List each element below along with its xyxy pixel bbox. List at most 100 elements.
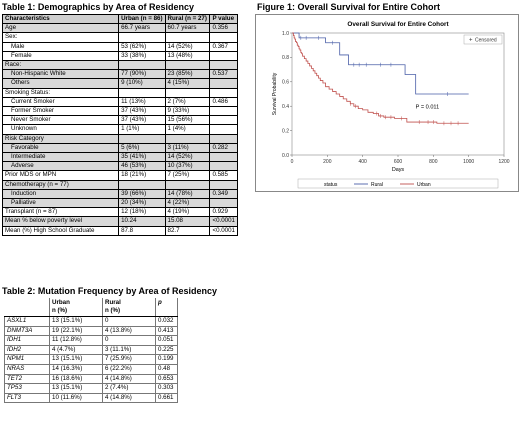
- table2-cell-urban: 4 (4.7%): [49, 344, 103, 356]
- y-tick-label: 0.4: [282, 104, 289, 110]
- table1-cell-label: Prior MDS or MPN: [1, 170, 120, 181]
- table1-cell-label: Intermediate: [1, 152, 120, 163]
- table1-cell-label: Others: [1, 78, 120, 89]
- table1-cell-label: Chemotherapy (n = 77): [1, 179, 120, 190]
- table2-cell-p: 0.48: [155, 363, 178, 375]
- table1-row: Age 66.7 years 60.7 years 0.356: [1, 23, 238, 34]
- table1-row: Female 33 (38%) 13 (48%): [1, 50, 238, 62]
- table2-cell-gene: NPM1: [4, 354, 50, 365]
- table1-cell-urban: 20 (34%): [118, 198, 166, 209]
- table1-cell-urban: [118, 87, 166, 98]
- table2-header-cell: p: [155, 298, 178, 317]
- p-value-annotation: P = 0.011: [416, 105, 440, 111]
- table2-cell-urban: 11 (12.8%): [49, 335, 103, 346]
- table1-cell-urban: 9 (10%): [118, 78, 166, 89]
- table1-cell-p: <0.0001: [209, 225, 238, 236]
- table1-cell-urban: 18 (21%): [118, 170, 166, 181]
- table1-cell-label: Smoking Status:: [1, 87, 120, 98]
- table1-cell-rural: 82.7: [164, 225, 211, 236]
- table1-cell-p: [209, 152, 238, 163]
- censored-legend-symbol: +: [469, 38, 473, 44]
- table1-cell-label: Never Smoker: [1, 115, 120, 126]
- legend-title: status: [324, 182, 338, 188]
- table1-cell-rural: 14 (52%): [164, 41, 211, 52]
- table1-cell-urban: [118, 32, 166, 43]
- table2-cell-rural: 7 (25.9%): [102, 354, 156, 365]
- table1-cell-urban: 87.8: [118, 225, 166, 236]
- table1-row: Induction 39 (66%) 14 (78%) 0.349: [1, 188, 238, 200]
- x-tick-label: 200: [323, 159, 332, 165]
- table1-cell-p: 0.349: [209, 188, 238, 200]
- table1-row: Palliative 20 (34%) 4 (22%): [1, 198, 238, 209]
- table2-cell-rural: 0: [102, 335, 156, 346]
- table2-cell-gene: TP53: [4, 383, 50, 394]
- table2-cell-p: 0.661: [155, 392, 178, 404]
- table1-cell-p: [209, 115, 238, 126]
- table1-cell-urban: 37 (43%): [118, 115, 166, 126]
- table2-header-cell: Urban n (%): [49, 298, 103, 317]
- table1-cell-p: <0.0001: [209, 216, 238, 227]
- y-axis-label: Survival Probability: [272, 72, 278, 115]
- table1-cell-label: Unknown: [1, 124, 120, 135]
- legend-label-rural: Rural: [371, 182, 383, 188]
- table2-cell-p: 0.225: [155, 344, 178, 356]
- table1-cell-label: Former Smoker: [1, 106, 120, 117]
- table1-cell-p: [209, 133, 238, 144]
- table1-cell-rural: 3 (11%): [164, 142, 211, 154]
- y-tick-label: 0.0: [282, 153, 289, 159]
- table1-cell-label: Age: [1, 23, 120, 34]
- table1-header-cell: P value: [209, 13, 238, 25]
- table2-row: NPM1 13 (15.1%) 7 (25.9%) 0.199: [4, 354, 178, 365]
- table1-cell-p: 0.585: [209, 170, 238, 181]
- table1-cell-urban: 12 (18%): [118, 207, 166, 218]
- table2-row: NRAS 14 (16.3%) 6 (22.2%) 0.48: [4, 363, 178, 375]
- table1-cell-rural: [164, 60, 211, 71]
- table1-title: Table 1: Demographics by Area of Residen…: [2, 2, 195, 12]
- survival-chart-panel: Overall Survival for Entire Cohort 0.0 0.2…: [255, 14, 519, 192]
- table1-cell-p: [209, 198, 238, 209]
- table1-cell-label: Adverse: [1, 161, 120, 172]
- table1-cell-p: 0.929: [209, 207, 238, 218]
- table1-cell-rural: [164, 32, 211, 43]
- table1-cell-p: [209, 50, 238, 62]
- table2-cell-p: 0.303: [155, 383, 178, 394]
- table2-cell-rural: 0: [102, 316, 156, 327]
- table1-cell-label: Favorable: [1, 142, 120, 154]
- table1-cell-rural: 10 (37%): [164, 161, 211, 172]
- survival-chart: Overall Survival for Entire Cohort 0.0 0.2…: [272, 21, 510, 189]
- table1-cell-urban: 1 (1%): [118, 124, 166, 135]
- table1-row: Chemotherapy (n = 77): [1, 179, 238, 190]
- y-tick-label: 0.8: [282, 55, 289, 61]
- table1-row: Current Smoker 11 (13%) 2 (7%) 0.486: [1, 96, 238, 108]
- table1-cell-urban: 11 (13%): [118, 96, 166, 108]
- table1-cell-rural: [164, 179, 211, 190]
- table2-cell-gene: IDH2: [4, 344, 50, 356]
- series-legend-box: [297, 178, 499, 189]
- table1-cell-urban: 10.24: [118, 216, 166, 227]
- table1-cell-rural: 13 (48%): [164, 50, 211, 62]
- y-tick-label: 1.0: [282, 31, 289, 37]
- table1-cell-urban: 53 (62%): [118, 41, 166, 52]
- table2-cell-urban: 10 (11.6%): [49, 392, 103, 404]
- table1-cell-p: 0.356: [209, 23, 238, 34]
- table2-row: ASXL1 13 (15.1%) 0 0.032: [4, 316, 178, 327]
- table1-cell-urban: 33 (38%): [118, 50, 166, 62]
- table2-row: TET2 16 (18.6%) 4 (14.8%) 0.653: [4, 373, 178, 385]
- table2-cell-p: 0.051: [155, 335, 178, 346]
- table1-cell-urban: 77 (90%): [118, 69, 166, 80]
- table1-cell-rural: [164, 87, 211, 98]
- y-tick-label: 0.2: [282, 128, 289, 134]
- table1-row: Former Smoker 37 (43%) 9 (33%): [1, 106, 238, 117]
- mutation-table: Urban n (%) Rural n (%) p ASXL1 13 (15.1%) 0 0…: [4, 298, 178, 404]
- table1-cell-label: Current Smoker: [1, 96, 120, 108]
- table1-row: Intermediate 35 (41%) 14 (52%): [1, 152, 238, 163]
- table1-cell-p: [209, 124, 238, 135]
- table1-cell-p: [209, 32, 238, 43]
- table2-cell-rural: 6 (22.2%): [102, 363, 156, 375]
- table1-row: Others 9 (10%) 4 (15%): [1, 78, 238, 89]
- table2-cell-p: 0.653: [155, 373, 178, 385]
- table2-cell-urban: 14 (16.3%): [49, 363, 103, 375]
- table1-cell-urban: 37 (43%): [118, 106, 166, 117]
- x-tick-label: 1000: [463, 159, 474, 165]
- table2-cell-urban: 16 (18.6%): [49, 373, 103, 385]
